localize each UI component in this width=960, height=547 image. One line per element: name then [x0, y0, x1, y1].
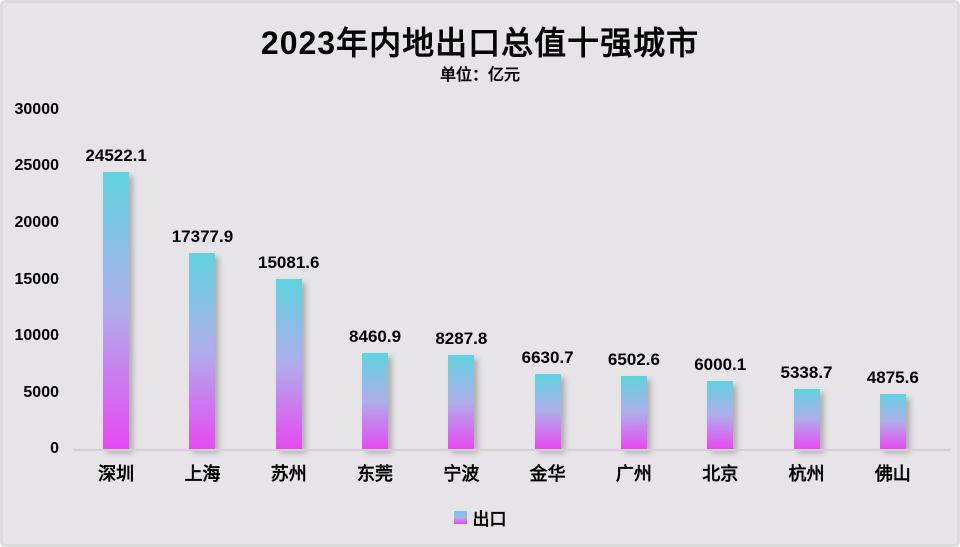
chart-subtitle: 单位：亿元	[439, 67, 520, 84]
bar-value-label: 5338.7	[780, 362, 833, 382]
bar-group: 4875.6 佛山	[850, 110, 936, 484]
y-tick-label: 0	[50, 440, 59, 457]
bar	[103, 171, 130, 449]
x-axis-label: 广州	[615, 464, 652, 484]
bars-container: 24522.1 深圳 17377.9 上海 15081.6 苏州 8460.9 东莞 8287.…	[73, 110, 951, 484]
chart-title: 2023年内地出口总值十强城市	[260, 25, 700, 61]
x-axis-label: 佛山	[874, 464, 911, 484]
y-tick-label: 15000	[14, 270, 60, 288]
y-tick-label: 30000	[14, 101, 60, 118]
legend-swatch-icon	[453, 511, 467, 524]
bar-group: 15081.6 苏州	[246, 110, 332, 484]
bar	[793, 388, 820, 449]
bar-value-label: 4875.6	[866, 367, 919, 387]
x-axis-label: 苏州	[270, 464, 307, 484]
legend: 出口	[3, 505, 957, 530]
bar-value-label: 6502.6	[607, 349, 660, 369]
bar	[620, 375, 647, 449]
x-axis-label: 上海	[184, 464, 221, 484]
x-axis-line	[73, 449, 951, 451]
y-tick-label: 10000	[14, 326, 60, 344]
bar	[534, 374, 561, 449]
bar-value-label: 6000.1	[694, 355, 747, 375]
legend-label: 出口	[472, 510, 507, 529]
bar-group: 6502.6 广州	[591, 110, 677, 484]
x-axis-label: 东莞	[357, 464, 394, 484]
bar-group: 6630.7 金华	[504, 110, 590, 484]
bar	[707, 381, 734, 449]
bar-value-label: 24522.1	[85, 145, 147, 165]
bar-group: 6000.1 北京	[677, 110, 763, 484]
bar-group: 17377.9 上海	[159, 110, 245, 484]
y-tick-label: 25000	[14, 157, 60, 175]
bar-value-label: 8287.8	[435, 329, 488, 349]
bar	[275, 278, 302, 449]
bar	[189, 252, 216, 449]
bar-value-label: 15081.6	[258, 252, 320, 272]
bar-group: 24522.1 深圳	[73, 110, 159, 484]
x-axis-label: 金华	[529, 464, 566, 484]
x-axis-label: 宁波	[443, 464, 480, 484]
bar-value-label: 6630.7	[521, 348, 574, 368]
bar-group: 8460.9 东莞	[332, 110, 418, 484]
bar	[448, 355, 475, 449]
bar	[362, 353, 389, 449]
y-tick-label: 20000	[14, 213, 60, 231]
bar-group: 5338.7 杭州	[763, 110, 849, 484]
x-axis-label: 杭州	[788, 464, 825, 484]
y-tick-label: 5000	[23, 383, 59, 401]
x-axis-label: 北京	[702, 464, 739, 484]
bar-group: 8287.8 宁波	[418, 110, 504, 484]
bar	[879, 393, 906, 449]
x-axis-label: 深圳	[98, 464, 135, 484]
bar-value-label: 17377.9	[171, 226, 234, 246]
y-axis: 30000 25000 20000 15000 10000 5000 0	[3, 101, 60, 457]
bar-value-label: 8460.9	[349, 327, 402, 347]
